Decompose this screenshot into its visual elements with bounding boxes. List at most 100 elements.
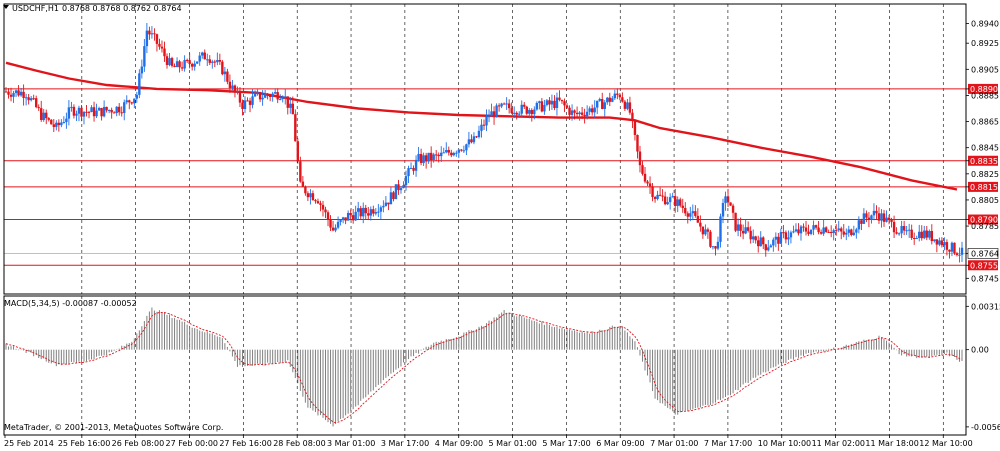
price-pane-frame: [3, 3, 967, 295]
bear-candle: [364, 207, 367, 214]
bull-candle: [407, 168, 410, 177]
bear-candle: [331, 227, 335, 231]
bull-candle: [14, 90, 18, 94]
bear-candle: [203, 52, 206, 60]
bull-candle: [19, 91, 23, 96]
bear-candle: [684, 208, 687, 214]
bear-candle: [882, 213, 886, 222]
bull-candle: [792, 231, 795, 233]
bull-candle: [832, 230, 835, 234]
bull-candle: [862, 213, 866, 224]
bull-candle: [751, 236, 755, 240]
bear-candle: [530, 110, 533, 115]
bull-candle: [457, 149, 461, 153]
bear-candle: [734, 212, 737, 231]
time-tick-label: 12 Mar 10:00: [919, 439, 972, 448]
bear-candle: [746, 227, 750, 231]
bull-candle: [377, 211, 380, 213]
bear-candle: [875, 210, 878, 214]
bear-candle: [349, 212, 352, 216]
bull-candle: [399, 188, 403, 191]
bull-candle: [382, 205, 385, 208]
bear-candle: [510, 108, 513, 113]
bear-candle: [435, 154, 438, 156]
bull-candle: [97, 108, 101, 111]
bull-candle: [452, 153, 456, 156]
bear-candle: [112, 112, 116, 114]
bear-candle: [920, 231, 923, 239]
bear-candle: [276, 92, 279, 100]
bull-candle: [767, 247, 770, 251]
bear-candle: [623, 101, 627, 109]
bear-candle: [17, 90, 20, 96]
bull-candle: [339, 220, 342, 222]
bull-candle: [520, 104, 523, 114]
bull-candle: [598, 99, 601, 101]
bull-candle: [716, 241, 720, 249]
bear-candle: [636, 134, 639, 152]
bull-candle: [417, 153, 420, 160]
bull-candle: [744, 227, 747, 234]
bear-candle: [729, 202, 732, 206]
bull-candle: [872, 210, 876, 216]
bear-candle: [580, 112, 584, 115]
bear-candle: [696, 215, 700, 223]
bear-candle: [948, 249, 951, 252]
bear-candle: [850, 229, 853, 235]
bear-candle: [213, 61, 217, 63]
bear-candle: [633, 120, 637, 135]
bull-candle: [855, 229, 858, 233]
bull-candle: [928, 230, 931, 238]
time-axis: 25 Feb 2014 25 Feb 16:00 26 Feb 08:00 27 Fe…: [4, 435, 973, 448]
bull-candle: [588, 108, 591, 112]
triangle-down-icon[interactable]: [3, 5, 9, 9]
bull-candle: [950, 242, 954, 252]
bear-candle: [860, 220, 863, 224]
bull-candle: [528, 110, 531, 114]
bull-candle: [905, 230, 908, 232]
bull-candle: [70, 106, 73, 108]
bear-candle: [824, 227, 828, 232]
bear-candle: [628, 102, 632, 113]
bull-candle: [794, 229, 798, 232]
bear-candle: [392, 192, 395, 200]
bear-candle: [316, 201, 320, 204]
bear-candle: [641, 165, 644, 174]
bull-candle: [933, 239, 936, 242]
bull-candle: [462, 150, 466, 152]
bear-candle: [238, 91, 242, 103]
bear-candle: [616, 93, 619, 95]
bull-candle: [379, 207, 383, 212]
bull-candle: [611, 98, 614, 102]
bull-candle: [585, 111, 589, 117]
bear-candle: [757, 240, 760, 247]
bull-candle: [422, 155, 425, 163]
bear-candle: [540, 101, 544, 112]
bull-candle: [67, 107, 71, 119]
bull-candle: [279, 99, 282, 101]
bear-candle: [351, 215, 355, 221]
bull-candle: [60, 122, 63, 126]
price-axis: 0.8890 0.8835 0.8815 0.8790 0.8755 0.8940 0.89…: [966, 20, 1000, 432]
bear-candle: [784, 232, 788, 240]
bear-candle: [492, 111, 496, 118]
bear-candle: [9, 94, 13, 97]
bear-candle: [651, 186, 654, 198]
level-tag-label: 0.8890: [970, 85, 998, 94]
bull-candle: [357, 208, 360, 212]
time-tick-label: 4 Mar 09:00: [435, 439, 483, 448]
level-tag-label: 0.8755: [970, 261, 998, 270]
bull-candle: [500, 103, 503, 107]
bull-candle: [603, 102, 606, 109]
macd-signal-line: [5, 311, 963, 424]
bull-candle: [374, 212, 378, 214]
bear-candle: [573, 110, 576, 113]
bear-candle: [291, 103, 294, 115]
bull-candle: [467, 139, 471, 145]
bear-candle: [525, 106, 528, 114]
symbol-title: USDCHF,H1: [12, 4, 59, 13]
bull-candle: [354, 211, 357, 221]
bull-candle: [570, 110, 574, 115]
